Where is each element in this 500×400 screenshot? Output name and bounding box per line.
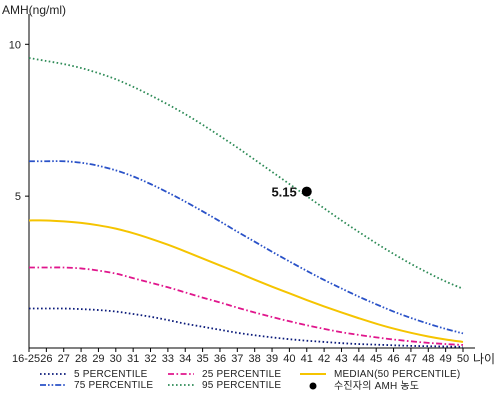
x-tick-label: 34 <box>179 353 191 365</box>
series-line-5-percentile <box>29 307 464 348</box>
series-line-25-percentile <box>28 266 464 346</box>
x-axis-label: 나이 <box>473 352 495 366</box>
x-tick-label: 31 <box>127 353 139 365</box>
x-tick-label: 37 <box>231 353 243 365</box>
x-tick-label: 42 <box>318 353 330 365</box>
x-tick-label: 28 <box>75 353 87 365</box>
x-tick-label: 16-25 <box>12 353 40 365</box>
x-tick-label: 41 <box>301 353 313 365</box>
x-tick-label: 33 <box>162 353 174 365</box>
legend-label-5-percentile: 5 PERCENTILE <box>74 369 148 380</box>
patient-amh-value-label: 5.15 <box>271 185 296 200</box>
x-tick-label: 47 <box>405 353 417 365</box>
legend-label-median-50-percentile: MEDIAN(50 PERCENTILE) <box>334 369 460 380</box>
x-tick-label: 30 <box>110 353 122 365</box>
series-line-95-percentile <box>28 57 464 290</box>
x-tick-label: 49 <box>440 353 452 365</box>
series-layer <box>28 57 464 348</box>
legend-label-95-percentile: 95 PERCENTILE <box>202 380 281 391</box>
y-tick-label: 5 <box>15 191 21 203</box>
legend-swatch-patient-point <box>309 382 317 390</box>
x-tick-label: 40 <box>283 353 295 365</box>
x-tick-label: 48 <box>422 353 434 365</box>
x-tick-label: 39 <box>266 353 278 365</box>
patient-amh-point <box>301 186 312 197</box>
x-tick-label: 27 <box>58 353 70 365</box>
legend-label-patient-point: 수진자의 AMH 농도 <box>334 380 419 392</box>
x-tick-label: 50 <box>457 353 469 365</box>
legend-label-75-percentile: 75 PERCENTILE <box>74 380 153 391</box>
legend-label-25-percentile: 25 PERCENTILE <box>202 369 281 380</box>
highlight-layer: 5.15 <box>271 185 312 200</box>
x-tick-label: 44 <box>353 353 365 365</box>
x-tick-label: 38 <box>249 353 261 365</box>
series-line-median-50-percentile <box>28 219 464 343</box>
x-tick-label: 46 <box>387 353 399 365</box>
legend: 5 PERCENTILE 25 PERCENTILE MEDIAN(50 PERCE… <box>40 369 460 392</box>
x-tick-label: 32 <box>144 353 156 365</box>
x-tick-label: 29 <box>92 353 104 365</box>
series-line-75-percentile <box>29 160 464 335</box>
x-tick-label: 43 <box>335 353 347 365</box>
x-tick-label: 45 <box>370 353 382 365</box>
x-tick-label: 36 <box>214 353 226 365</box>
y-axis-label: AMH(ng/ml) <box>2 3 66 17</box>
y-tick-label: 10 <box>9 39 21 51</box>
axes: AMH(ng/ml) 5 10 16-25 26 27 28 29 30 31 32 33 34 35 36… <box>2 3 495 366</box>
x-tick-label: 35 <box>196 353 208 365</box>
x-tick-label: 26 <box>40 353 52 365</box>
